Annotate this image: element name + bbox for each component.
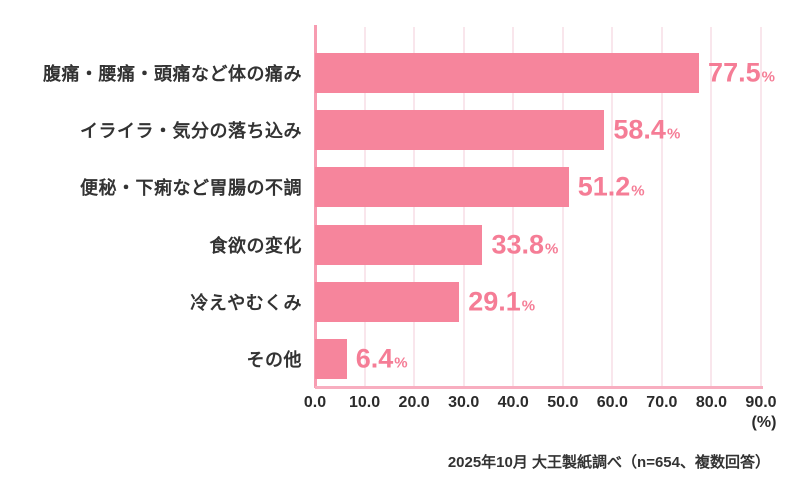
percent-sign: %	[394, 354, 408, 372]
gridline	[660, 27, 663, 388]
x-tick-label: 30.0	[448, 394, 480, 411]
gridline	[512, 27, 515, 388]
bar	[315, 339, 347, 380]
bar-value-number: 77.5	[708, 57, 761, 88]
bar-row: 便秘・下痢など胃腸の不調 51.2%	[0, 159, 761, 216]
bar-value-label: 77.5%	[708, 59, 775, 86]
category-label: 冷えやむくみ	[190, 292, 302, 313]
bar-row: イライラ・気分の落ち込み 58.4%	[0, 101, 761, 158]
bar-row: 食欲の変化 33.8%	[0, 216, 761, 273]
x-tick-label: 10.0	[348, 394, 381, 411]
bar-row: その他 6.4%	[0, 331, 761, 388]
bar	[315, 281, 460, 322]
x-tick-label: 70.0	[646, 394, 678, 411]
bar-value-label: 6.4%	[355, 343, 408, 374]
bar	[315, 224, 483, 265]
category-label: その他	[246, 350, 302, 371]
bar-value-number: 29.1	[468, 286, 521, 317]
x-tick-label: 0.0	[303, 394, 327, 411]
percent-sign: %	[545, 240, 559, 258]
x-tick-label: 40.0	[497, 394, 529, 411]
bar-value-number: 6.4	[355, 343, 394, 374]
x-tick-label: 50.0	[547, 394, 579, 411]
bar-track: 6.4%	[315, 331, 761, 388]
bar-value-number: 51.2	[577, 171, 631, 202]
bar-row: 腹痛・腰痛・頭痛など体の痛み 77.5%	[0, 44, 775, 101]
x-tick-label: 90.0	[745, 394, 777, 411]
bar	[315, 52, 700, 93]
bar	[315, 109, 605, 150]
gridline	[561, 27, 564, 388]
category-label: 便秘・下痢など胃腸の不調	[80, 178, 302, 199]
x-axis-unit-label: (%)	[751, 414, 777, 431]
x-tick-label: 60.0	[596, 394, 628, 411]
x-tick-label: 80.0	[695, 394, 728, 411]
bar-value-label: 58.4%	[613, 116, 680, 143]
bar	[315, 167, 569, 208]
bar-rows: 腹痛・腰痛・頭痛など体の痛み 77.5% イライラ・気分の落ち込み 58.4% 便秘・下…	[0, 44, 775, 388]
bar-value-number: 58.4	[613, 114, 666, 145]
gridline	[413, 27, 416, 388]
gridline	[611, 27, 614, 388]
bar-track: 29.1%	[315, 273, 761, 330]
gridline	[363, 27, 366, 388]
bar-value-label: 29.1%	[468, 288, 535, 315]
bar-track: 58.4%	[315, 101, 761, 158]
category-label: 腹痛・腰痛・頭痛など体の痛み	[43, 63, 302, 84]
bar-row: 冷えやむくみ 29.1%	[0, 273, 761, 330]
gridline	[760, 27, 762, 388]
x-tick-label: 20.0	[398, 394, 430, 411]
x-axis-ticks: 0.0 10.0 20.0 30.0 40.0 50.0 60.0 70.0 80.0 90.0	[304, 394, 777, 414]
gridline	[462, 27, 465, 388]
category-label: イライラ・気分の落ち込み	[80, 120, 302, 141]
bar-value-label: 51.2%	[577, 171, 645, 202]
bar-track: 77.5%	[315, 44, 775, 101]
bar-track: 51.2%	[315, 159, 761, 216]
x-axis-line	[315, 386, 763, 389]
bar-value-number: 33.8	[491, 229, 545, 260]
bar-track: 33.8%	[315, 216, 761, 273]
percent-sign: %	[666, 125, 681, 143]
source-note: 2025年10月 大王製紙調べ（n=654、複数回答）	[447, 454, 770, 471]
percent-sign: %	[631, 182, 645, 200]
percent-sign: %	[521, 297, 536, 315]
percent-sign: %	[761, 68, 775, 86]
gridline	[710, 27, 713, 388]
bar-value-label: 33.8%	[491, 231, 558, 258]
category-label: 食欲の変化	[209, 235, 302, 256]
